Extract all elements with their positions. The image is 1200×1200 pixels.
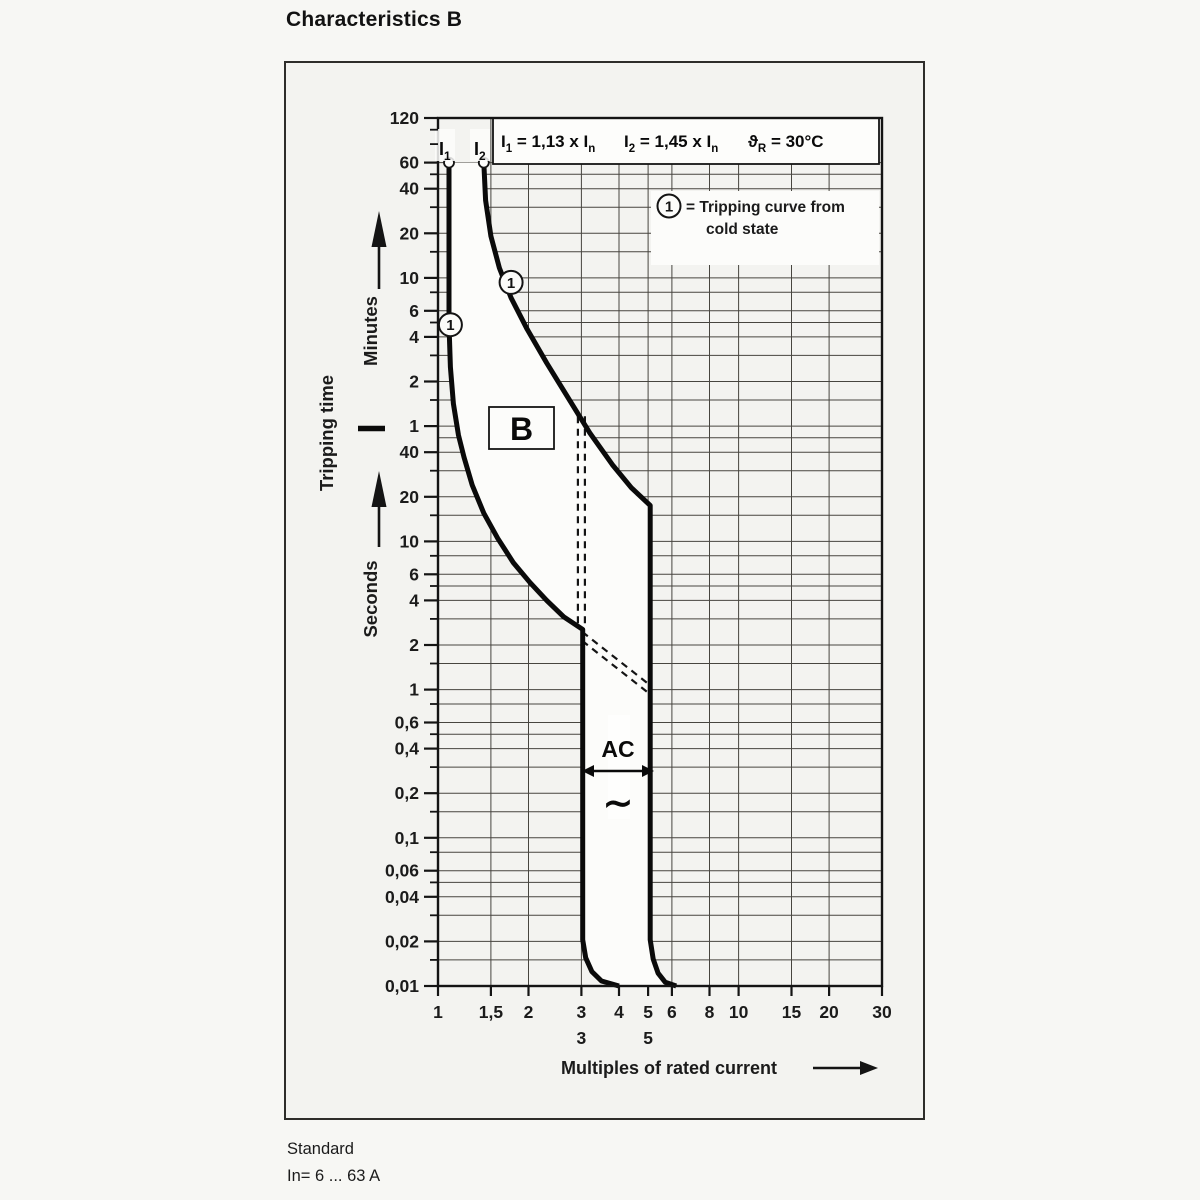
svg-text:4: 4 xyxy=(409,327,419,347)
multiples-label: Multiples of rated current xyxy=(561,1058,777,1078)
svg-text:20: 20 xyxy=(819,1002,839,1022)
tripping-curve-upper xyxy=(481,162,678,989)
legend-line1: = Tripping curve from xyxy=(686,199,845,216)
ac-label: AC xyxy=(601,736,634,762)
svg-text:10: 10 xyxy=(729,1002,749,1022)
page-title: Characteristics B xyxy=(286,8,463,31)
svg-text:0,01: 0,01 xyxy=(385,976,419,996)
svg-text:2: 2 xyxy=(409,372,419,392)
figure-footer: Standard In= 6 ... 63 A xyxy=(287,1136,380,1190)
svg-text:15: 15 xyxy=(782,1002,802,1022)
cold-state-marker: 1 xyxy=(498,269,524,295)
svg-text:6: 6 xyxy=(409,301,419,321)
svg-text:0,06: 0,06 xyxy=(385,861,419,881)
svg-text:1: 1 xyxy=(507,275,515,292)
tripping-curve-lower xyxy=(446,162,620,989)
svg-text:0,2: 0,2 xyxy=(395,783,420,803)
magnetic-range-label: 3 xyxy=(577,1028,587,1048)
svg-text:20: 20 xyxy=(400,223,420,243)
current-label-halo xyxy=(470,129,490,161)
svg-text:0,6: 0,6 xyxy=(395,712,420,732)
seconds-label: Seconds xyxy=(360,560,381,637)
cold-state-marker: 1 xyxy=(437,312,463,338)
svg-text:1,5: 1,5 xyxy=(479,1002,504,1022)
curve-class-label: B xyxy=(510,411,533,447)
current-label-halo xyxy=(435,129,455,161)
plot-frame xyxy=(436,116,884,988)
legend-circle-1-icon xyxy=(656,193,682,219)
magnetic-range-label: 5 xyxy=(643,1028,653,1048)
svg-text:2: 2 xyxy=(409,635,419,655)
svg-text:1: 1 xyxy=(433,1002,443,1022)
svg-text:1: 1 xyxy=(409,416,419,436)
svg-text:10: 10 xyxy=(400,268,420,288)
svg-text:6: 6 xyxy=(667,1002,677,1022)
tripping-time-label: Tripping time xyxy=(316,375,337,491)
svg-text:40: 40 xyxy=(400,179,420,199)
characteristics-figure: 1 1 B I1 I2 I1 = 1,13 x In I2 = 1,45 x In ϑR = … xyxy=(284,61,925,1120)
svg-text:0,04: 0,04 xyxy=(385,887,419,907)
x-axis-title: Multiples of rated current xyxy=(561,1058,878,1078)
svg-text:0,4: 0,4 xyxy=(395,739,420,759)
current-threshold-label: I1 xyxy=(439,139,451,163)
minutes-label: Minutes xyxy=(360,296,381,366)
svg-text:2: 2 xyxy=(524,1002,534,1022)
svg-text:4: 4 xyxy=(614,1002,624,1022)
warm-tripping-dashed xyxy=(576,416,651,695)
svg-text:120: 120 xyxy=(390,108,419,128)
formula-text: I1 = 1,13 x In xyxy=(501,132,595,155)
svg-text:10: 10 xyxy=(400,531,420,551)
svg-text:30: 30 xyxy=(872,1002,892,1022)
y-axis: 120 60 40 20 10 6 4 2 1 40 20 10 6 4 2 1 0,6 0,4 0,2 0,1 0,0… xyxy=(385,108,438,996)
current-threshold-label: I2 xyxy=(474,139,486,163)
ac-sine-symbol: ∼ xyxy=(603,782,633,823)
svg-text:0,02: 0,02 xyxy=(385,931,419,951)
curve-class-box xyxy=(488,406,555,450)
legend-box xyxy=(651,191,879,265)
svg-text:3: 3 xyxy=(577,1002,587,1022)
formula-text: ϑR = 30°C xyxy=(748,132,824,155)
svg-text:60: 60 xyxy=(400,153,420,173)
formula-box xyxy=(492,117,880,165)
x-axis: 1 1,5 2 3 4 5 6 8 10 15 20 30 3 5 xyxy=(433,986,892,1048)
svg-text:1: 1 xyxy=(665,199,673,216)
svg-text:40: 40 xyxy=(400,442,420,462)
formula-text: I2 = 1,45 x In xyxy=(624,132,718,155)
svg-text:4: 4 xyxy=(409,590,419,610)
footer-rated-current-range: In= 6 ... 63 A xyxy=(287,1167,381,1185)
svg-text:20: 20 xyxy=(400,487,420,507)
svg-text:0,1: 0,1 xyxy=(395,828,420,848)
svg-text:6: 6 xyxy=(409,564,419,584)
legend-line2: cold state xyxy=(706,221,779,238)
svg-text:8: 8 xyxy=(705,1002,715,1022)
svg-text:1: 1 xyxy=(409,680,419,700)
ac-highlight xyxy=(608,715,630,819)
footer-standard-label: Standard xyxy=(287,1140,354,1158)
svg-text:5: 5 xyxy=(643,1002,653,1022)
tripping-curve-chart: 1 1 B I1 I2 I1 = 1,13 x In I2 = 1,45 x In ϑR = … xyxy=(316,108,892,1078)
ac-annotation: AC ∼ xyxy=(582,736,654,823)
svg-text:1: 1 xyxy=(446,317,454,334)
y-unit-labels: Minutes Seconds Tripping time xyxy=(316,211,387,638)
legend: 1 = Tripping curve from cold state xyxy=(656,193,845,238)
